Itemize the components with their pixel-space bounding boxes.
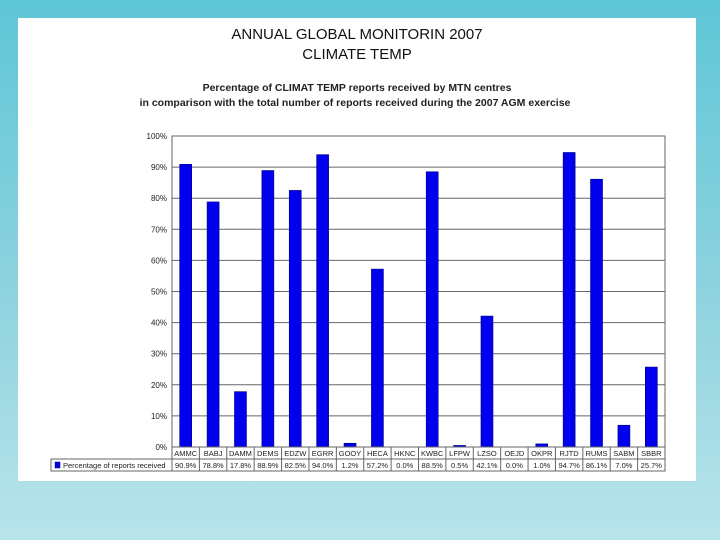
data-value-label: 7.0% bbox=[615, 461, 632, 470]
data-value-label: 88.9% bbox=[257, 461, 279, 470]
x-category-label: AMMC bbox=[174, 449, 197, 458]
bar bbox=[480, 315, 494, 448]
data-value-label: 42.1% bbox=[476, 461, 498, 470]
x-category-label: OKPR bbox=[531, 449, 553, 458]
data-table: AMMC 90.9% BABJ 78.8% DAMM 17.8% DEMS 88.9% EDZW… bbox=[50, 446, 666, 472]
slide: ANNUAL GLOBAL MONITORIN 2007 CLIMATE TEM… bbox=[18, 18, 696, 481]
x-category-label: EGRR bbox=[312, 449, 334, 458]
y-tick-label: 10% bbox=[151, 412, 167, 421]
data-value-label: 0.5% bbox=[451, 461, 468, 470]
data-value-label: 90.9% bbox=[175, 461, 197, 470]
bar-chart: Percentage of CLIMAT TEMP reports receiv… bbox=[50, 82, 666, 472]
x-category-label: HKNC bbox=[394, 449, 416, 458]
data-value-label: 82.5% bbox=[285, 461, 307, 470]
x-category-label: OEJD bbox=[504, 449, 525, 458]
y-tick-label: 30% bbox=[151, 350, 167, 359]
chart-title-line1: Percentage of CLIMAT TEMP reports receiv… bbox=[203, 82, 512, 94]
y-tick-label: 90% bbox=[151, 163, 167, 172]
bar bbox=[343, 442, 357, 448]
bars bbox=[179, 152, 658, 448]
y-tick-label: 100% bbox=[147, 132, 167, 141]
chart-title-line2: in comparison with the total number of r… bbox=[140, 97, 571, 109]
data-value-label: 17.8% bbox=[230, 461, 252, 470]
data-value-label: 0.0% bbox=[396, 461, 413, 470]
bar bbox=[645, 366, 658, 448]
bar bbox=[288, 190, 302, 448]
value-row bbox=[50, 458, 666, 472]
data-value-label: 1.2% bbox=[341, 461, 358, 470]
bar bbox=[371, 268, 384, 448]
x-category-label: SBBR bbox=[641, 449, 662, 458]
bar bbox=[590, 178, 603, 448]
legend-swatch bbox=[54, 461, 61, 469]
data-value-label: 86.1% bbox=[586, 461, 608, 470]
x-category-label: DAMM bbox=[229, 449, 252, 458]
data-value-label: 88.5% bbox=[422, 461, 444, 470]
data-value-label: 1.0% bbox=[533, 461, 550, 470]
bar bbox=[261, 170, 275, 448]
x-category-label: GOOY bbox=[339, 449, 362, 458]
data-value-label: 57.2% bbox=[367, 461, 389, 470]
x-category-label: DEMS bbox=[257, 449, 279, 458]
data-value-label: 94.0% bbox=[312, 461, 334, 470]
y-tick-label: 20% bbox=[151, 381, 167, 390]
x-category-label: HECA bbox=[367, 449, 388, 458]
x-category-label: LFPW bbox=[449, 449, 471, 458]
x-category-label: LZSO bbox=[477, 449, 497, 458]
slide-title-line2: CLIMATE TEMP bbox=[302, 46, 412, 63]
bar bbox=[425, 171, 439, 448]
x-category-label: SABM bbox=[613, 449, 634, 458]
data-value-label: 25.7% bbox=[641, 461, 663, 470]
x-category-label: EDZW bbox=[284, 449, 307, 458]
bar bbox=[562, 152, 576, 448]
y-tick-label: 60% bbox=[151, 256, 167, 265]
x-category-label: RJTD bbox=[560, 449, 580, 458]
bar bbox=[234, 391, 247, 448]
x-category-label: RUMS bbox=[585, 449, 607, 458]
legend-label: Percentage of reports received bbox=[63, 461, 166, 470]
bar bbox=[617, 424, 631, 448]
y-tick-label: 50% bbox=[151, 288, 167, 297]
bar bbox=[206, 201, 220, 448]
y-tick-label: 70% bbox=[151, 225, 167, 234]
slide-title-line1: ANNUAL GLOBAL MONITORIN 2007 bbox=[231, 26, 483, 43]
bar bbox=[179, 164, 192, 448]
x-category-label: BABJ bbox=[204, 449, 223, 458]
axes: 0% 10% 20% 30% 40% 50% 60% 70% 80% 90% 100% bbox=[147, 132, 666, 452]
y-tick-label: 40% bbox=[151, 319, 167, 328]
y-tick-label: 0% bbox=[155, 443, 167, 452]
data-value-label: 0.0% bbox=[506, 461, 523, 470]
bar bbox=[316, 154, 329, 448]
x-category-label: KWBC bbox=[421, 449, 444, 458]
data-value-label: 78.8% bbox=[202, 461, 224, 470]
data-value-label: 94.7% bbox=[558, 461, 580, 470]
y-tick-label: 80% bbox=[151, 194, 167, 203]
